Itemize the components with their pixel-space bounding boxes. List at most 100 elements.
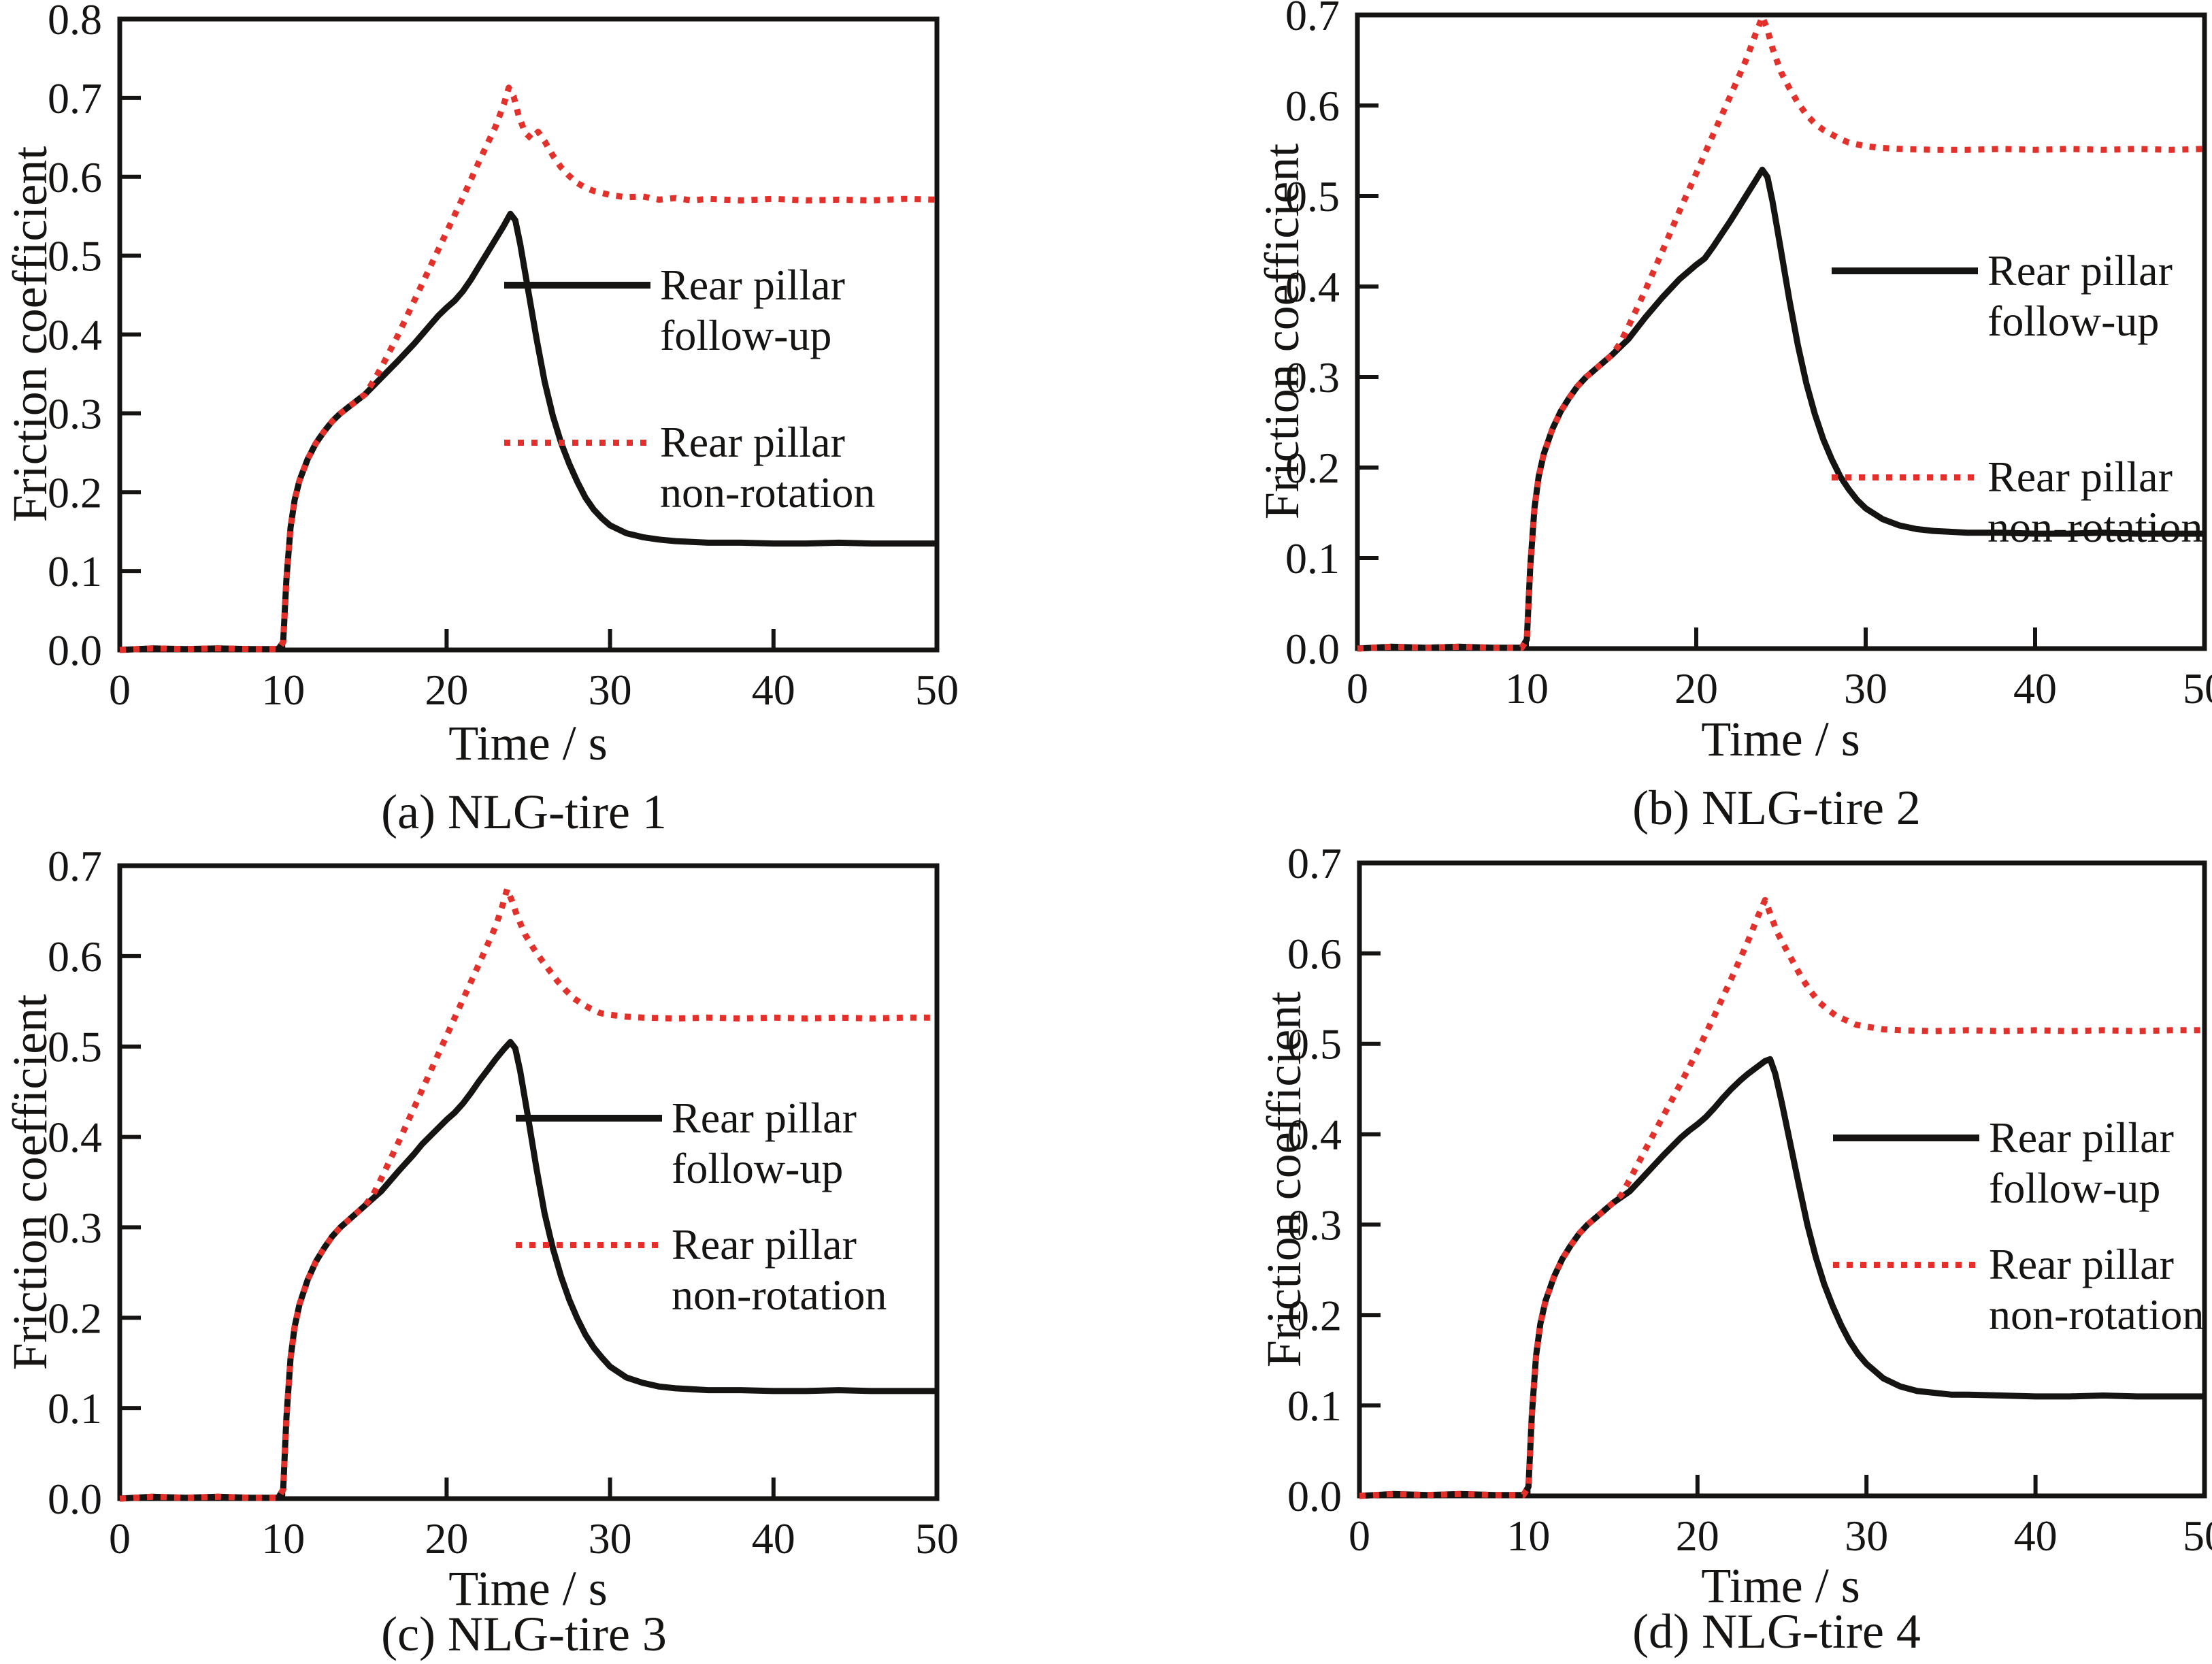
panel-caption-d: (d) NLG-tire 4	[1632, 1604, 1921, 1659]
x-tick-label: 10	[261, 666, 305, 714]
x-tick-label: 50	[915, 1514, 959, 1563]
legend-entry-follow-up: Rear pillar follow-up	[1833, 1113, 2174, 1213]
legend-label-follow-up: Rear pillar follow-up	[1987, 246, 2173, 345]
legend-entry-follow-up: Rear pillar follow-up	[516, 1093, 857, 1194]
y-axis-title-c: Friction coefficient	[3, 994, 57, 1371]
series-non-rotation-curve	[119, 84, 938, 653]
y-tick-label: 0.0	[1285, 625, 1340, 673]
y-tick-label: 0.3	[1287, 1201, 1342, 1249]
y-tick-label: 0.0	[48, 626, 102, 674]
x-tick-label: 0	[1349, 1512, 1370, 1560]
y-tick-label: 0.4	[1287, 1111, 1342, 1159]
x-tick-label: 40	[752, 1514, 795, 1563]
plot-box	[117, 16, 940, 653]
series-follow-up-curve	[1357, 166, 2205, 652]
x-tick-label: 50	[2183, 1512, 2212, 1560]
legend-entry-non-rotation: Rear pillar non-rotation	[1833, 1239, 2204, 1340]
x-axis-title-a: Time / s	[448, 716, 608, 770]
legend-entry-follow-up: Rear pillar follow-up	[1832, 246, 2173, 346]
chart-panel-b: 0.0 0.1 0.2 0.3 0.4 0.5 0.6 0.7 0 10 20 30 40 50	[1285, 0, 2212, 713]
x-tick-label: 0	[1347, 664, 1368, 713]
y-axis-title-d: Friction coefficient	[1257, 991, 1311, 1368]
legend-label-non-rotation: Rear pillar non-rotation	[660, 418, 876, 517]
y-tick-label: 0.0	[48, 1475, 102, 1523]
x-tick-label: 40	[752, 666, 795, 714]
panel-caption-c: (c) NLG-tire 3	[381, 1607, 667, 1661]
y-tick-label: 0.5	[48, 1023, 102, 1071]
plot-box	[1357, 860, 2207, 1499]
y-tick-label: 0.7	[48, 842, 102, 890]
legend-label-follow-up: Rear pillar follow-up	[660, 261, 845, 359]
legend-entry-follow-up: Rear pillar follow-up	[504, 260, 845, 361]
x-axis-title-b: Time / s	[1701, 712, 1860, 766]
chart-panel-c: 0.0 0.1 0.2 0.3 0.4 0.5 0.6 0.7 0 10 20 30 40 50	[48, 842, 959, 1563]
y-tick-label: 0.6	[48, 932, 102, 981]
legend-label-non-rotation: Rear pillar non-rotation	[1989, 1240, 2205, 1339]
y-tick-label: 0.1	[48, 547, 102, 596]
legend-label-follow-up: Rear pillar follow-up	[672, 1094, 857, 1192]
x-tick-label: 30	[589, 666, 632, 714]
y-tick-label: 0.7	[1285, 0, 1340, 39]
y-tick-label: 0.1	[1287, 1382, 1342, 1430]
y-tick-label: 0.3	[48, 1203, 102, 1252]
x-tick-label: 10	[1506, 1512, 1550, 1560]
y-tick-label: 0.0	[1287, 1472, 1342, 1520]
legend-entry-non-rotation: Rear pillar non-rotation	[516, 1220, 887, 1320]
y-tick-label: 0.3	[48, 389, 102, 438]
legend-dotted-line-sample	[1833, 1262, 1979, 1268]
y-tick-label: 0.7	[48, 74, 102, 123]
legend-solid-line-sample	[504, 282, 650, 289]
legend-label-follow-up: Rear pillar follow-up	[1989, 1113, 2174, 1212]
legend-entry-non-rotation: Rear pillar non-rotation	[1832, 452, 2202, 553]
x-tick-label: 20	[1674, 664, 1718, 713]
x-tick-label: 40	[2013, 664, 2057, 713]
y-tick-label: 0.5	[48, 232, 102, 280]
x-tick-label: 0	[109, 1514, 131, 1563]
x-tick-label: 20	[425, 1514, 468, 1563]
series-non-rotation-curve	[1357, 14, 2205, 652]
y-tick-label: 0.2	[48, 468, 102, 517]
x-axis-title-c: Time / s	[448, 1561, 608, 1616]
chart-panel-d: 0.0 0.1 0.2 0.3 0.4 0.5 0.6 0.7 0 10 20 30 40 50	[1287, 839, 2212, 1560]
x-tick-label: 50	[915, 666, 959, 714]
x-tick-label: 30	[589, 1514, 632, 1563]
y-tick-label: 0.2	[48, 1294, 102, 1342]
legend-label-non-rotation: Rear pillar non-rotation	[1987, 453, 2203, 551]
legend-dotted-line-sample	[504, 440, 650, 446]
legend-entry-non-rotation: Rear pillar non-rotation	[504, 417, 875, 518]
y-tick-label: 0.5	[1285, 172, 1340, 221]
y-tick-label: 0.6	[48, 153, 102, 201]
y-tick-label: 0.1	[1285, 534, 1340, 583]
x-tick-label: 20	[425, 666, 468, 714]
y-tick-label: 0.2	[1287, 1291, 1342, 1339]
series-follow-up-curve	[119, 1039, 937, 1502]
chart-panel-a: 0.0 0.1 0.2 0.3 0.4 0.5 0.6 0.7 0.8 0 10 20 30 40 50	[48, 0, 959, 714]
y-tick-label: 0.4	[48, 311, 102, 359]
series-non-rotation-curve	[1359, 897, 2205, 1499]
legend-dotted-line-sample	[1832, 474, 1978, 480]
x-tick-label: 30	[1845, 1512, 1888, 1560]
plot-box	[117, 863, 940, 1501]
x-tick-label: 30	[1844, 664, 1887, 713]
series-non-rotation-curve	[119, 886, 937, 1502]
legend-solid-line-sample	[516, 1115, 662, 1122]
legend-dotted-line-sample	[516, 1242, 662, 1248]
plot-box	[1355, 12, 2207, 651]
x-tick-label: 0	[109, 666, 131, 714]
panel-caption-b: (b) NLG-tire 2	[1632, 781, 1921, 835]
series-follow-up-curve	[119, 210, 937, 653]
panel-caption-a: (a) NLG-tire 1	[381, 785, 667, 839]
legend-solid-line-sample	[1833, 1135, 1979, 1141]
y-tick-label: 0.5	[1287, 1020, 1342, 1068]
y-axis-title-a: Friction coefficient	[3, 146, 57, 523]
x-tick-label: 20	[1676, 1512, 1719, 1560]
x-tick-label: 40	[2014, 1512, 2058, 1560]
x-tick-label: 10	[261, 1514, 305, 1563]
y-axis-title-b: Friction coefficient	[1255, 143, 1309, 520]
y-tick-label: 0.2	[1285, 444, 1340, 492]
x-axis-title-d: Time / s	[1701, 1559, 1860, 1613]
y-tick-label: 0.4	[48, 1113, 102, 1162]
legend-solid-line-sample	[1832, 267, 1978, 274]
